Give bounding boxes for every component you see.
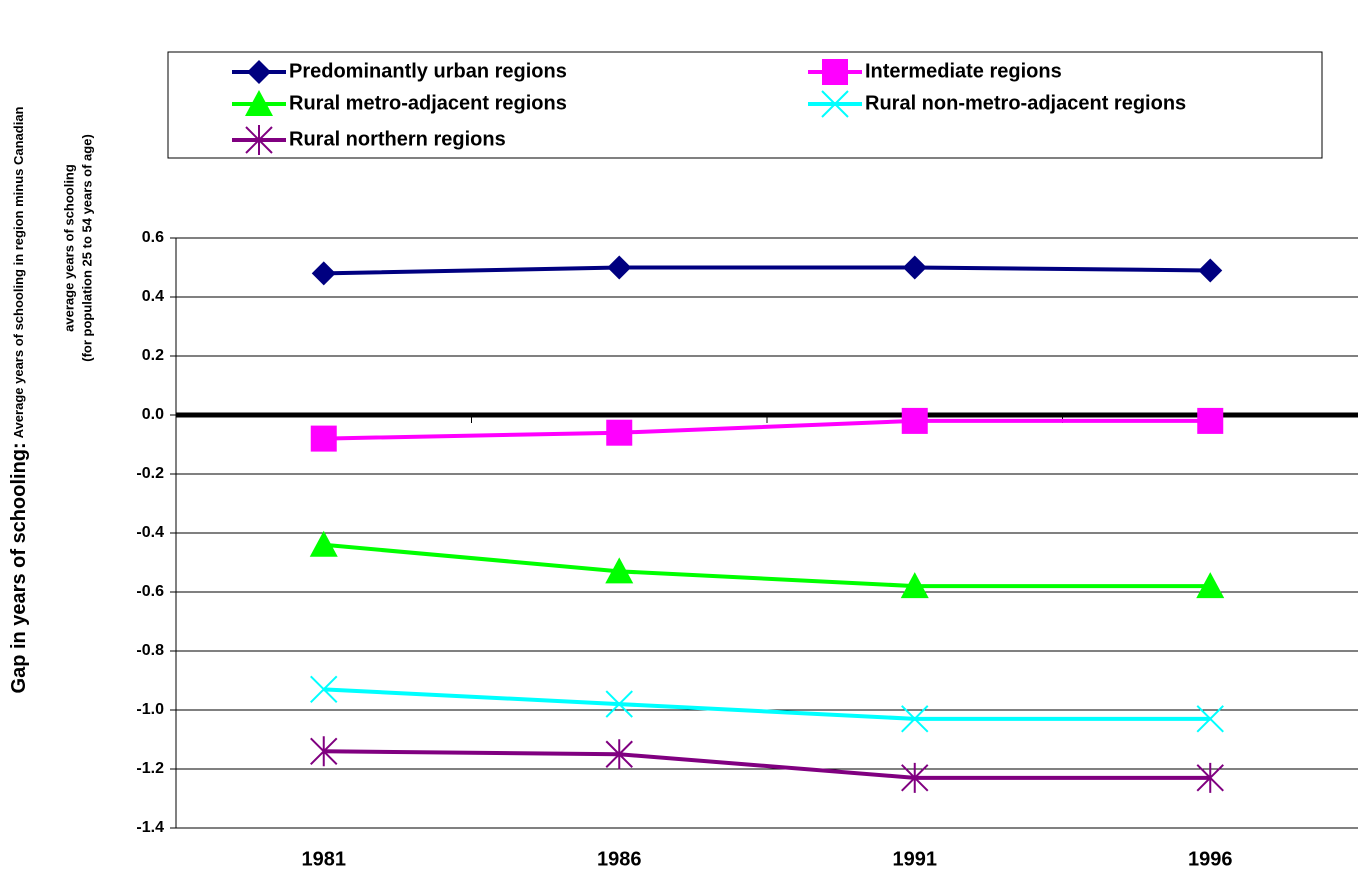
y-tick-label: -1.4: [136, 819, 164, 836]
marker: [605, 739, 633, 770]
marker: [606, 419, 633, 446]
legend-marker: [821, 90, 849, 118]
x-tick-label: 1986: [597, 848, 642, 870]
marker: [310, 425, 337, 452]
marker: [1197, 407, 1224, 434]
x-tick-label: 1981: [302, 848, 347, 870]
y-axis-label-main: Gap in years of schooling:: [8, 442, 30, 693]
y-tick-label: -0.6: [136, 583, 164, 600]
marker: [311, 261, 336, 286]
y-tick-label: -0.8: [136, 642, 164, 659]
y-tick-label: 0.0: [142, 406, 164, 423]
legend-label: Predominantly urban regions: [289, 60, 567, 82]
y-axis-label-line: (for population 25 to 54 years of age): [79, 134, 94, 362]
marker: [902, 255, 927, 280]
legend-marker: [247, 60, 271, 84]
marker: [1196, 762, 1224, 793]
series-line: [323, 749, 1211, 780]
marker: [605, 690, 633, 718]
series-line: [323, 265, 1211, 276]
series-line: [323, 542, 1211, 589]
marker: [901, 407, 928, 434]
y-axis-label-sub: Average years of schooling in region min…: [11, 106, 26, 438]
legend-label: Intermediate regions: [865, 60, 1062, 82]
x-tick-label: 1991: [893, 848, 938, 870]
series-line: [323, 418, 1211, 441]
y-tick-label: -0.4: [136, 524, 164, 541]
y-tick-label: -1.0: [136, 701, 164, 718]
marker: [605, 557, 634, 584]
marker: [900, 572, 929, 599]
marker: [310, 675, 338, 704]
y-axis-label-line: average years of schooling: [61, 164, 76, 332]
marker: [1198, 258, 1223, 283]
legend-label: Rural non-metro-adjacent regions: [865, 92, 1186, 114]
y-tick-label: 0.4: [142, 288, 164, 305]
marker: [1196, 705, 1224, 733]
y-tick-label: -1.2: [136, 760, 164, 777]
legend-label: Rural northern regions: [289, 128, 506, 150]
y-tick-label: -0.2: [136, 465, 164, 482]
marker: [901, 705, 929, 733]
legend-label: Rural metro-adjacent regions: [289, 92, 567, 114]
legend-box: [167, 51, 1323, 159]
x-tick-label: 1996: [1188, 848, 1233, 870]
y-axis-label: Gap in years of schooling: Average years …: [8, 106, 30, 693]
legend-marker: [822, 59, 848, 85]
y-tick-label: 0.2: [142, 347, 164, 364]
series-line: [323, 687, 1211, 721]
legend-marker: [245, 125, 273, 155]
marker: [310, 736, 338, 767]
marker: [309, 530, 338, 557]
marker: [901, 762, 929, 793]
legend-marker: [245, 90, 273, 116]
marker: [607, 255, 632, 280]
marker: [1196, 572, 1225, 599]
y-tick-label: 0.6: [142, 229, 164, 246]
